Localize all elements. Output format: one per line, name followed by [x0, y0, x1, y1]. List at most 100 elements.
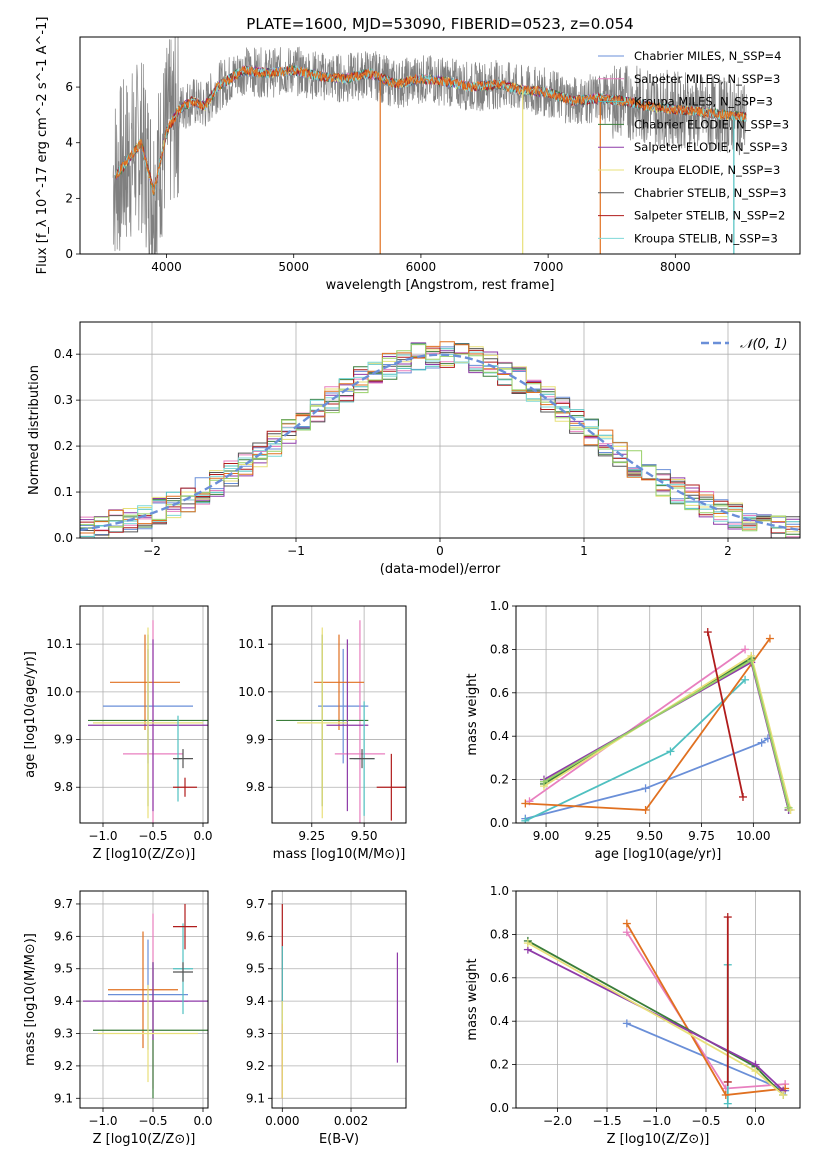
ticks: 9.25 9.50 9.8 9.9 10.0 10.1: [238, 637, 377, 843]
legend-entry: Salpeter MILES, N_SSP=3: [634, 72, 780, 86]
ticks: −1.0 −0.5 0.0 9.8 9.9 10.0 10.1: [46, 637, 212, 843]
plus-marker: [523, 939, 532, 948]
x-tick-label: −0.5: [691, 1114, 720, 1128]
y-tick-label: 0.0: [490, 816, 509, 830]
errorbar-point: [83, 962, 208, 1040]
y-axis-label: age [log10(age/yr)]: [23, 651, 38, 778]
y-tick-label: 0.0: [490, 1101, 509, 1115]
x-tick-label: −1.0: [642, 1114, 671, 1128]
plus-marker: [738, 792, 747, 801]
x-axis-label: Z [log10(Z/Z⊙)]: [607, 1132, 710, 1147]
x-tick-label: 6000: [406, 260, 437, 274]
plus-marker: [703, 628, 712, 637]
y-tick-label: 9.7: [54, 897, 73, 911]
y-tick-label: 10.1: [46, 637, 73, 651]
residual-legend: 𝒩(0, 1): [701, 337, 787, 352]
model-spectrum-line: [115, 64, 747, 195]
legend-entry: Salpeter STELIB, N_SSP=2: [634, 209, 785, 223]
chart-panel-mass_vs_Z: −1.0 −0.5 0.0 9.1 9.2 9.3 9.4 9.5 9.6 9.7 Z [log10…: [23, 890, 213, 1147]
x-tick-label: 9.50: [636, 829, 663, 843]
axes-frame: [515, 605, 801, 824]
x-tick-label: 7000: [533, 260, 564, 274]
y-tick-label: 9.8: [246, 780, 265, 794]
ticks: −1.0 −0.5 0.0 9.1 9.2 9.3 9.4 9.5 9.6 9.7: [54, 897, 213, 1128]
errorbar-point: [88, 639, 208, 812]
y-tick-label: 9.3: [54, 1027, 73, 1041]
x-tick-label: 2: [724, 544, 732, 558]
plus-marker: [723, 1077, 732, 1086]
plus-marker: [521, 816, 530, 823]
mass-weight-series-line: [524, 679, 746, 822]
plus-marker: [751, 1067, 760, 1076]
y-tick-label: 9.1: [54, 1091, 73, 1105]
mass-weight-series-line: [706, 631, 744, 798]
plus-marker: [784, 803, 793, 812]
plus-marker: [741, 645, 750, 654]
y-tick-label: 0.8: [490, 642, 509, 656]
x-tick-label: 0.000: [265, 1114, 299, 1128]
plus-marker: [666, 747, 675, 756]
x-axis-label: (data-model)/error: [380, 562, 501, 577]
plus-marker: [539, 777, 548, 786]
gridlines: [272, 891, 406, 1108]
plus-marker: [741, 675, 750, 684]
chart-panel-age_vs_Z: −1.0 −0.5 0.0 9.8 9.9 10.0 10.1 Z [log10(Z/Z⊙)]…: [23, 605, 213, 862]
chart-panel-residuals: −2 −1 0 1 2 0.0 0.1 0.2 0.3 0.4 (data-model)/error…: [27, 321, 801, 577]
mass-weight-series-line: [528, 648, 746, 803]
plot-area: [523, 913, 790, 1108]
errorbar-point: [349, 749, 375, 769]
axes-frame: [79, 321, 801, 539]
y-tick-label: 0.4: [490, 729, 509, 743]
y-tick-label: 0.3: [54, 393, 73, 407]
plus-marker: [765, 634, 774, 643]
chart-panel-spectrum: 4000 5000 6000 7000 8000 0 2 4 6 wavelength [Angs…: [35, 17, 801, 293]
y-tick-label: 0.2: [490, 1058, 509, 1072]
errorbar-point: [110, 634, 180, 730]
x-tick-label: 5000: [278, 260, 309, 274]
y-tick-label: 10.1: [238, 637, 265, 651]
axes-frame: [79, 36, 801, 255]
plus-marker: [622, 1019, 631, 1028]
mass-weight-series-line: [527, 942, 784, 1096]
y-tick-label: 10.0: [46, 685, 73, 699]
gridlines: [80, 606, 208, 823]
legend-entry: Chabrier MILES, N_SSP=4: [634, 49, 781, 63]
y-tick-label: 0.4: [490, 1014, 509, 1028]
x-tick-label: −1.0: [88, 829, 117, 843]
mass-weight-series-line: [543, 656, 790, 811]
legend-entry: Kroupa MILES, N_SSP=3: [634, 95, 773, 109]
y-tick-label: 9.8: [54, 780, 73, 794]
x-tick-label: 10.00: [736, 829, 770, 843]
x-tick-label: −1.5: [592, 1114, 621, 1128]
y-tick-label: 0.1: [54, 485, 73, 499]
x-axis-label: wavelength [Angstrom, rest frame]: [326, 278, 555, 293]
x-tick-label: 0.0: [746, 1114, 765, 1128]
plus-marker: [641, 805, 650, 814]
errorbar-point: [376, 753, 406, 821]
errorbar-point: [297, 627, 348, 819]
y-axis-label: Normed distribution: [27, 365, 42, 495]
y-tick-label: 9.4: [54, 994, 73, 1008]
x-tick-label: −1.0: [88, 1114, 117, 1128]
chart-panel-massweight_vs_age: 9.00 9.25 9.50 9.75 10.00 0.0 0.2 0.4 0.6 0.8 1.0 a…: [465, 599, 801, 862]
legend-entry: Kroupa STELIB, N_SSP=3: [634, 231, 778, 245]
errorbar-point: [334, 620, 386, 823]
axes-frame: [271, 890, 407, 1109]
y-axis-label: mass [log10(M/M⊙)]: [23, 933, 38, 1066]
errorbar-point: [108, 931, 178, 1049]
y-tick-label: 2: [65, 191, 73, 205]
axes-frame: [515, 890, 801, 1109]
y-tick-label: 9.6: [246, 929, 265, 943]
x-axis-label: Z [log10(Z/Z⊙)]: [93, 1132, 196, 1147]
mass-weight-series-line: [543, 658, 790, 809]
x-tick-label: −1: [287, 544, 305, 558]
chart-panel-ebv_vs_mass: 0.000 0.002 9.1 9.2 9.3 9.4 9.5 9.6 9.7 E(B-V): [246, 890, 407, 1147]
plus-marker: [747, 656, 756, 665]
x-tick-label: 0.0: [193, 1114, 212, 1128]
chart-panel-massweight_vs_Z: −2.0 −1.5 −1.0 −0.5 0.0 0.0 0.2 0.4 0.6 0.8 1.0 Z […: [465, 884, 801, 1147]
x-tick-label: 1: [580, 544, 588, 558]
x-axis-label: E(B-V): [319, 1132, 359, 1147]
y-tick-label: 4: [65, 136, 73, 150]
gaussian-reference-curve: [80, 353, 800, 532]
